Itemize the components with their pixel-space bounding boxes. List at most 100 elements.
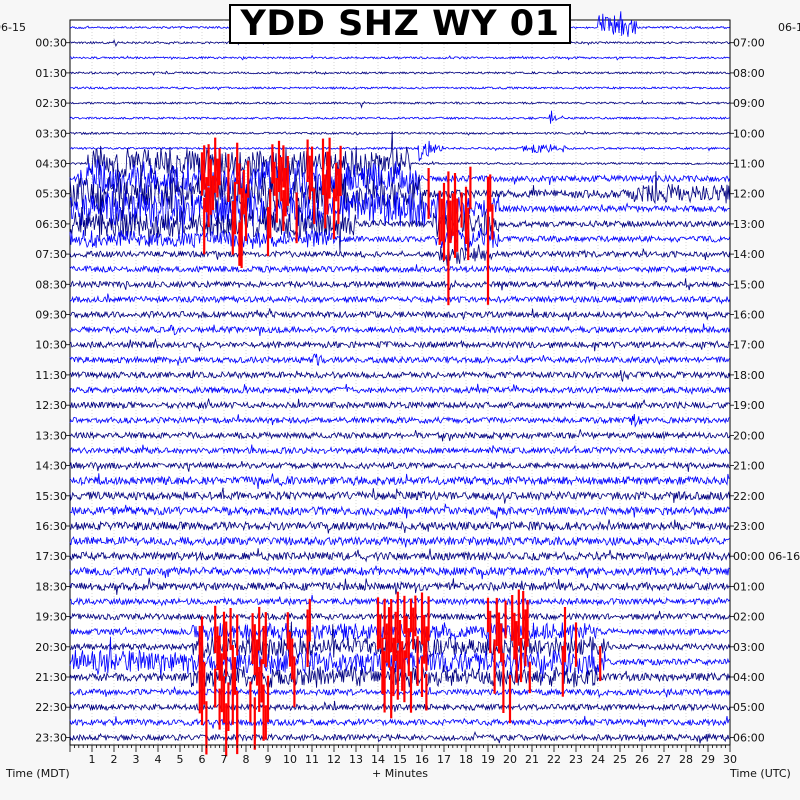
y-left-tick-label: 01:30 <box>35 67 67 80</box>
x-tick-label: 9 <box>265 753 272 766</box>
y-left-tick-label: 05:30 <box>35 188 67 201</box>
y-left-tick-label: 09:30 <box>35 309 67 322</box>
y-left-tick-label: 13:30 <box>35 429 67 442</box>
trace-row-44 <box>69 685 731 699</box>
trace-row-46 <box>69 715 730 729</box>
x-tick-label: 2 <box>111 753 118 766</box>
trace-row-35 <box>69 548 731 563</box>
trace-row-7 <box>70 130 731 136</box>
y-left-tick-label: 15:30 <box>35 490 67 503</box>
y-left-tick-label: 20:30 <box>35 641 67 654</box>
x-tick-label: 28 <box>679 753 693 766</box>
trace-row-31 <box>69 487 731 504</box>
x-axis-label: + Minutes <box>372 767 428 780</box>
trace-row-30 <box>69 473 730 490</box>
y-right-tick-label: 03:00 <box>733 641 765 654</box>
x-tick-label: 11 <box>305 753 319 766</box>
trace-row-9 <box>69 131 731 187</box>
x-tick-label: 24 <box>591 753 605 766</box>
trace-row-25 <box>69 398 730 410</box>
trace-row-32 <box>69 503 731 519</box>
y-left-tick-label: 00:30 <box>35 37 67 50</box>
x-tick-label: 30 <box>723 753 737 766</box>
y-left-tick-label: 21:30 <box>35 671 67 684</box>
trace-row-37 <box>69 577 730 595</box>
x-tick-label: 26 <box>635 753 649 766</box>
x-tick-label: 7 <box>221 753 228 766</box>
chart-title-box: YDD SHZ WY 01 <box>229 4 571 44</box>
trace-row-36 <box>69 565 730 580</box>
x-tick-label: 4 <box>155 753 162 766</box>
y-left-tick-label: 02:30 <box>35 97 67 110</box>
x-tick-label: 5 <box>177 753 184 766</box>
y-right-tick-label: 07:00 <box>733 37 765 50</box>
x-tick-label: 27 <box>657 753 671 766</box>
y-right-tick-label: 09:00 <box>733 97 765 110</box>
y-right-tick-label: 18:00 <box>733 369 765 382</box>
y-right-tick-label: 08:00 <box>733 67 765 80</box>
trace-row-20 <box>69 323 731 337</box>
y-right-tick-label: 19:00 <box>733 399 765 412</box>
y-right-tick-label: 10:00 <box>733 127 765 140</box>
trace-row-5 <box>69 99 730 109</box>
trace-row-19 <box>69 308 730 321</box>
trace-row-21 <box>69 338 730 352</box>
trace-row-27 <box>69 429 731 442</box>
y-right-tick-label: 00:00 06-16 <box>733 550 800 563</box>
y-right-tick-label: 20:00 <box>733 429 765 442</box>
trace-row-34 <box>69 535 730 548</box>
trace-row-12 <box>69 188 730 234</box>
x-tick-label: 8 <box>243 753 250 766</box>
x-tick-label: 14 <box>371 753 385 766</box>
y-left-tick-label: 08:30 <box>35 278 67 291</box>
y-left-axis-label: Time (MDT) <box>5 767 70 780</box>
trace-row-11 <box>69 163 731 233</box>
trace-row-28 <box>69 444 730 455</box>
chart-title: YDD SHZ WY 01 <box>240 3 560 44</box>
trace-row-24 <box>69 383 731 396</box>
trace-row-29 <box>69 461 730 472</box>
x-tick-label: 21 <box>525 753 539 766</box>
x-tick-label: 10 <box>283 753 297 766</box>
trace-row-13 <box>69 193 731 254</box>
left-date-label: 06-15 <box>0 21 26 34</box>
y-left-tick-label: 11:30 <box>35 369 67 382</box>
trace-row-39 <box>69 610 731 623</box>
x-tick-label: 29 <box>701 753 715 766</box>
x-tick-label: 12 <box>327 753 341 766</box>
trace-row-26 <box>69 413 730 428</box>
x-tick-label: 15 <box>393 753 407 766</box>
trace-row-4 <box>69 86 730 91</box>
trace-row-17 <box>69 278 730 291</box>
y-left-tick-label: 16:30 <box>35 520 67 533</box>
x-tick-label: 25 <box>613 753 627 766</box>
y-right-tick-label: 05:00 <box>733 701 765 714</box>
trace-row-47 <box>69 731 730 744</box>
trace-row-38 <box>69 594 731 607</box>
y-right-tick-label: 23:00 <box>733 520 765 533</box>
y-right-tick-label: 17:00 <box>733 339 765 352</box>
y-right-tick-label: 14:00 <box>733 248 765 261</box>
x-tick-label: 3 <box>133 753 140 766</box>
y-right-tick-label: 22:00 <box>733 490 765 503</box>
trace-row-14 <box>69 227 731 251</box>
y-right-tick-label: 11:00 <box>733 158 765 171</box>
y-right-tick-label: 02:00 <box>733 611 765 624</box>
y-left-tick-label: 17:30 <box>35 550 67 563</box>
trace-row-22 <box>69 353 731 366</box>
y-left-tick-label: 03:30 <box>35 127 67 140</box>
trace-row-16 <box>69 264 731 274</box>
axis-layer: 1 2 3 4 5 6 7 8 9 10 11 12 13 14 15 16 17 18 19 20 21 22 23 24 2… <box>35 37 800 766</box>
y-left-tick-label: 07:30 <box>35 248 67 261</box>
trace-row-2 <box>69 54 730 61</box>
x-tick-label: 17 <box>437 753 451 766</box>
x-tick-label: 23 <box>569 753 583 766</box>
x-tick-label: 13 <box>349 753 363 766</box>
y-left-tick-label: 06:30 <box>35 218 67 231</box>
y-right-tick-label: 06:00 <box>733 731 765 744</box>
y-right-tick-label: 01:00 <box>733 580 765 593</box>
trace-row-10 <box>69 159 731 221</box>
x-tick-label: 22 <box>547 753 561 766</box>
trace-row-18 <box>69 293 731 305</box>
